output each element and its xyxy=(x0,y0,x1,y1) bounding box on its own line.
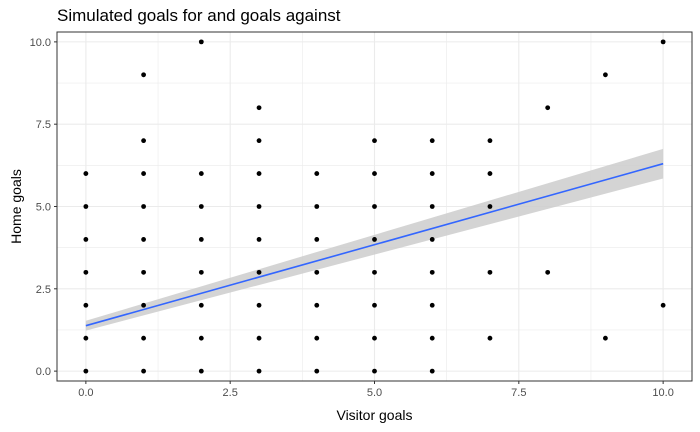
data-point xyxy=(256,302,262,308)
data-point xyxy=(429,335,435,341)
data-point xyxy=(198,39,204,45)
data-point xyxy=(256,368,262,374)
data-point xyxy=(83,171,89,176)
data-point xyxy=(83,237,89,242)
data-point xyxy=(429,237,435,242)
data-point xyxy=(256,237,262,242)
data-point xyxy=(141,72,146,78)
y-tick-label: 10.0 xyxy=(30,37,51,49)
data-point xyxy=(314,204,320,209)
data-point xyxy=(141,368,146,374)
data-point xyxy=(314,171,320,176)
data-point xyxy=(256,171,262,176)
data-point xyxy=(141,302,146,308)
data-point xyxy=(314,335,320,341)
x-tick-label: 7.5 xyxy=(511,387,526,399)
data-point xyxy=(83,335,89,341)
axis-ticks: 0.0 2.5 5.0 7.5 10.0 0.0 2.5 5.0 7.5 10.0 xyxy=(30,37,674,399)
data-point xyxy=(372,204,377,209)
data-point xyxy=(141,204,146,209)
data-point xyxy=(372,171,377,176)
data-point xyxy=(372,368,377,374)
data-point xyxy=(198,302,204,308)
data-point xyxy=(487,171,493,176)
trend-line xyxy=(85,162,664,327)
data-point xyxy=(198,237,204,242)
data-point xyxy=(256,204,262,209)
data-point xyxy=(314,368,320,374)
x-axis-title: Visitor goals xyxy=(336,407,412,423)
data-point xyxy=(256,269,262,275)
data-point xyxy=(83,302,89,308)
data-point xyxy=(83,368,89,374)
data-point xyxy=(198,171,204,176)
data-point xyxy=(487,204,493,209)
data-point xyxy=(198,368,204,374)
data-point xyxy=(603,72,608,78)
data-point xyxy=(141,237,146,242)
data-point xyxy=(198,269,204,275)
y-tick-label: 7.5 xyxy=(36,119,51,131)
data-point xyxy=(372,138,377,144)
x-tick-label: 5.0 xyxy=(367,387,382,399)
data-point xyxy=(429,171,435,176)
data-point xyxy=(83,204,89,209)
data-point xyxy=(256,138,262,144)
data-point xyxy=(141,335,146,341)
data-point xyxy=(429,302,435,308)
y-tick-label: 2.5 xyxy=(36,284,51,296)
data-point xyxy=(545,269,551,275)
chart-title: Simulated goals for and goals against xyxy=(57,6,341,25)
data-point xyxy=(83,269,89,275)
y-tick-label: 5.0 xyxy=(36,202,51,214)
data-point xyxy=(660,302,666,308)
data-point xyxy=(256,335,262,341)
data-point xyxy=(372,335,377,341)
data-point xyxy=(314,269,320,275)
y-axis-title: Home goals xyxy=(8,169,24,244)
x-tick-label: 2.5 xyxy=(223,387,238,399)
data-point xyxy=(372,269,377,275)
x-tick-label: 10.0 xyxy=(652,387,673,399)
data-point xyxy=(256,105,262,111)
data-point xyxy=(372,302,377,308)
data-points xyxy=(83,39,666,374)
data-point xyxy=(198,204,204,209)
data-point xyxy=(545,105,551,111)
data-point xyxy=(198,335,204,341)
data-point xyxy=(429,269,435,275)
data-point xyxy=(603,335,608,341)
data-point xyxy=(660,39,666,45)
data-point xyxy=(372,237,377,242)
data-point xyxy=(429,138,435,144)
data-point xyxy=(487,138,493,144)
data-point xyxy=(487,269,493,275)
y-tick-label: 0.0 xyxy=(36,366,51,378)
x-tick-label: 0.0 xyxy=(78,387,93,399)
data-point xyxy=(487,335,493,341)
data-point xyxy=(141,138,146,144)
data-point xyxy=(429,368,435,374)
data-point xyxy=(429,204,435,209)
trend-line-group xyxy=(85,162,664,327)
data-point xyxy=(141,171,146,176)
data-point xyxy=(141,269,146,275)
data-point xyxy=(314,237,320,242)
data-point xyxy=(314,302,320,308)
